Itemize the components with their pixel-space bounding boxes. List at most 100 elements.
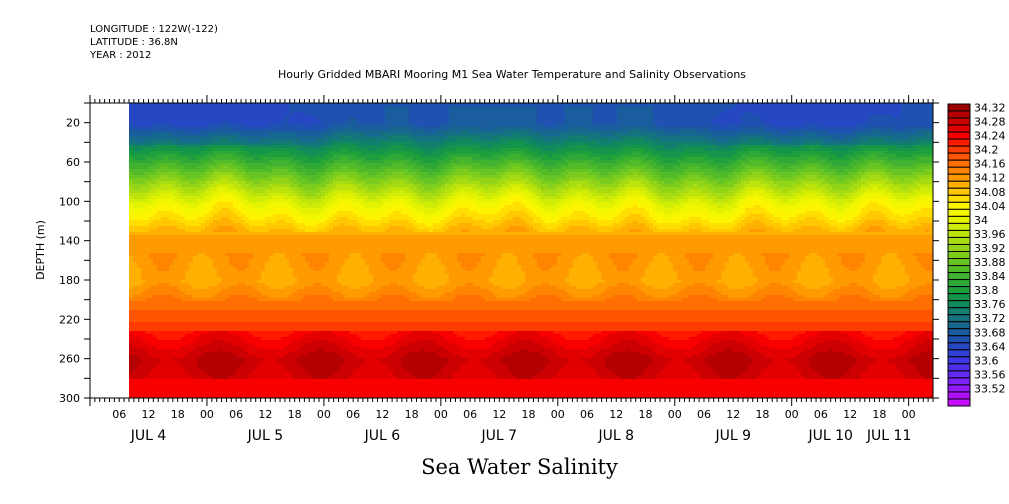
heatmap-cell — [209, 283, 214, 287]
heatmap-cell — [281, 181, 286, 185]
heatmap-cell — [173, 130, 178, 134]
heatmap-cell — [301, 142, 306, 146]
heatmap-cell — [229, 202, 234, 206]
heatmap-cell — [233, 160, 238, 164]
heatmap-cell — [289, 304, 294, 308]
heatmap-cell — [205, 109, 210, 113]
heatmap-cell — [157, 253, 162, 257]
heatmap-cell — [145, 241, 150, 245]
heatmap-cell — [169, 142, 174, 146]
heatmap-cell — [269, 385, 274, 389]
heatmap-cell — [149, 139, 154, 143]
heatmap-cell — [289, 340, 294, 344]
heatmap-cell — [197, 352, 202, 356]
heatmap-cell — [229, 109, 234, 113]
heatmap-cell — [285, 229, 290, 233]
heatmap-cell — [173, 205, 178, 209]
heatmap-cell — [141, 193, 146, 197]
heatmap-cell — [221, 157, 226, 161]
heatmap-cell — [241, 247, 246, 251]
heatmap-cell — [245, 253, 250, 257]
heatmap-cell — [197, 217, 202, 221]
heatmap-cell — [273, 112, 278, 116]
heatmap-cell — [201, 271, 206, 275]
heatmap-cell — [153, 292, 158, 296]
heatmap-cell — [325, 109, 330, 113]
heatmap-cell — [297, 370, 302, 374]
heatmap-cell — [289, 313, 294, 317]
heatmap-cell — [153, 325, 158, 329]
heatmap-cell — [233, 388, 238, 392]
heatmap-cell — [165, 163, 170, 167]
heatmap-cell — [325, 355, 330, 359]
heatmap-cell — [213, 202, 218, 206]
heatmap-cell — [177, 295, 182, 299]
heatmap-cell — [193, 223, 198, 227]
heatmap-cell — [273, 301, 278, 305]
heatmap-cell — [221, 148, 226, 152]
heatmap-cell — [157, 109, 162, 113]
heatmap-cell — [189, 385, 194, 389]
heatmap-cell — [317, 109, 322, 113]
heatmap-cell — [189, 370, 194, 374]
heatmap-cell — [213, 382, 218, 386]
heatmap-cell — [141, 160, 146, 164]
heatmap-cell — [289, 205, 294, 209]
heatmap-cell — [169, 322, 174, 326]
heatmap-cell — [157, 121, 162, 125]
heatmap-cell — [297, 112, 302, 116]
heatmap-cell — [153, 310, 158, 314]
heatmap-cell — [313, 220, 318, 224]
heatmap-cell — [181, 172, 186, 176]
heatmap-cell — [165, 304, 170, 308]
heatmap-cell — [205, 151, 210, 155]
heatmap-cell — [297, 205, 302, 209]
heatmap-cell — [209, 127, 214, 131]
heatmap-cell — [229, 295, 234, 299]
heatmap-cell — [257, 334, 262, 338]
heatmap-cell — [241, 160, 246, 164]
heatmap-cell — [137, 349, 142, 353]
heatmap-cell — [153, 172, 158, 176]
heatmap-cell — [137, 376, 142, 380]
heatmap-cell — [209, 151, 214, 155]
heatmap-cell — [201, 241, 206, 245]
heatmap-cell — [317, 340, 322, 344]
heatmap-cell — [237, 247, 242, 251]
heatmap-cell — [189, 376, 194, 380]
heatmap-cell — [317, 274, 322, 278]
heatmap-cell — [129, 169, 134, 173]
heatmap-cell — [313, 184, 318, 188]
heatmap-cell — [269, 313, 274, 317]
heatmap-cell — [197, 322, 202, 326]
heatmap-cell — [169, 319, 174, 323]
heatmap-cell — [169, 325, 174, 329]
heatmap-cell — [277, 391, 282, 395]
heatmap-cell — [301, 181, 306, 185]
heatmap-cell — [149, 358, 154, 362]
heatmap-cell — [185, 310, 190, 314]
heatmap-cell — [153, 379, 158, 383]
heatmap-cell — [213, 289, 218, 293]
heatmap-cell — [165, 166, 170, 170]
heatmap-cell — [241, 307, 246, 311]
heatmap-cell — [213, 298, 218, 302]
heatmap-cell — [249, 337, 254, 341]
heatmap-cell — [309, 268, 314, 272]
heatmap-cell — [313, 208, 318, 212]
heatmap-cell — [189, 310, 194, 314]
heatmap-cell — [257, 379, 262, 383]
heatmap-cell — [265, 235, 270, 239]
heatmap-cell — [181, 355, 186, 359]
heatmap-cell — [221, 256, 226, 260]
heatmap-cell — [241, 196, 246, 200]
heatmap-cell — [313, 325, 318, 329]
heatmap-cell — [209, 124, 214, 128]
heatmap-cell — [325, 181, 330, 185]
heatmap-cell — [197, 307, 202, 311]
heatmap-cell — [185, 196, 190, 200]
heatmap-cell — [213, 181, 218, 185]
heatmap-cell — [321, 310, 326, 314]
heatmap-cell — [325, 283, 330, 287]
heatmap-cell — [173, 214, 178, 218]
